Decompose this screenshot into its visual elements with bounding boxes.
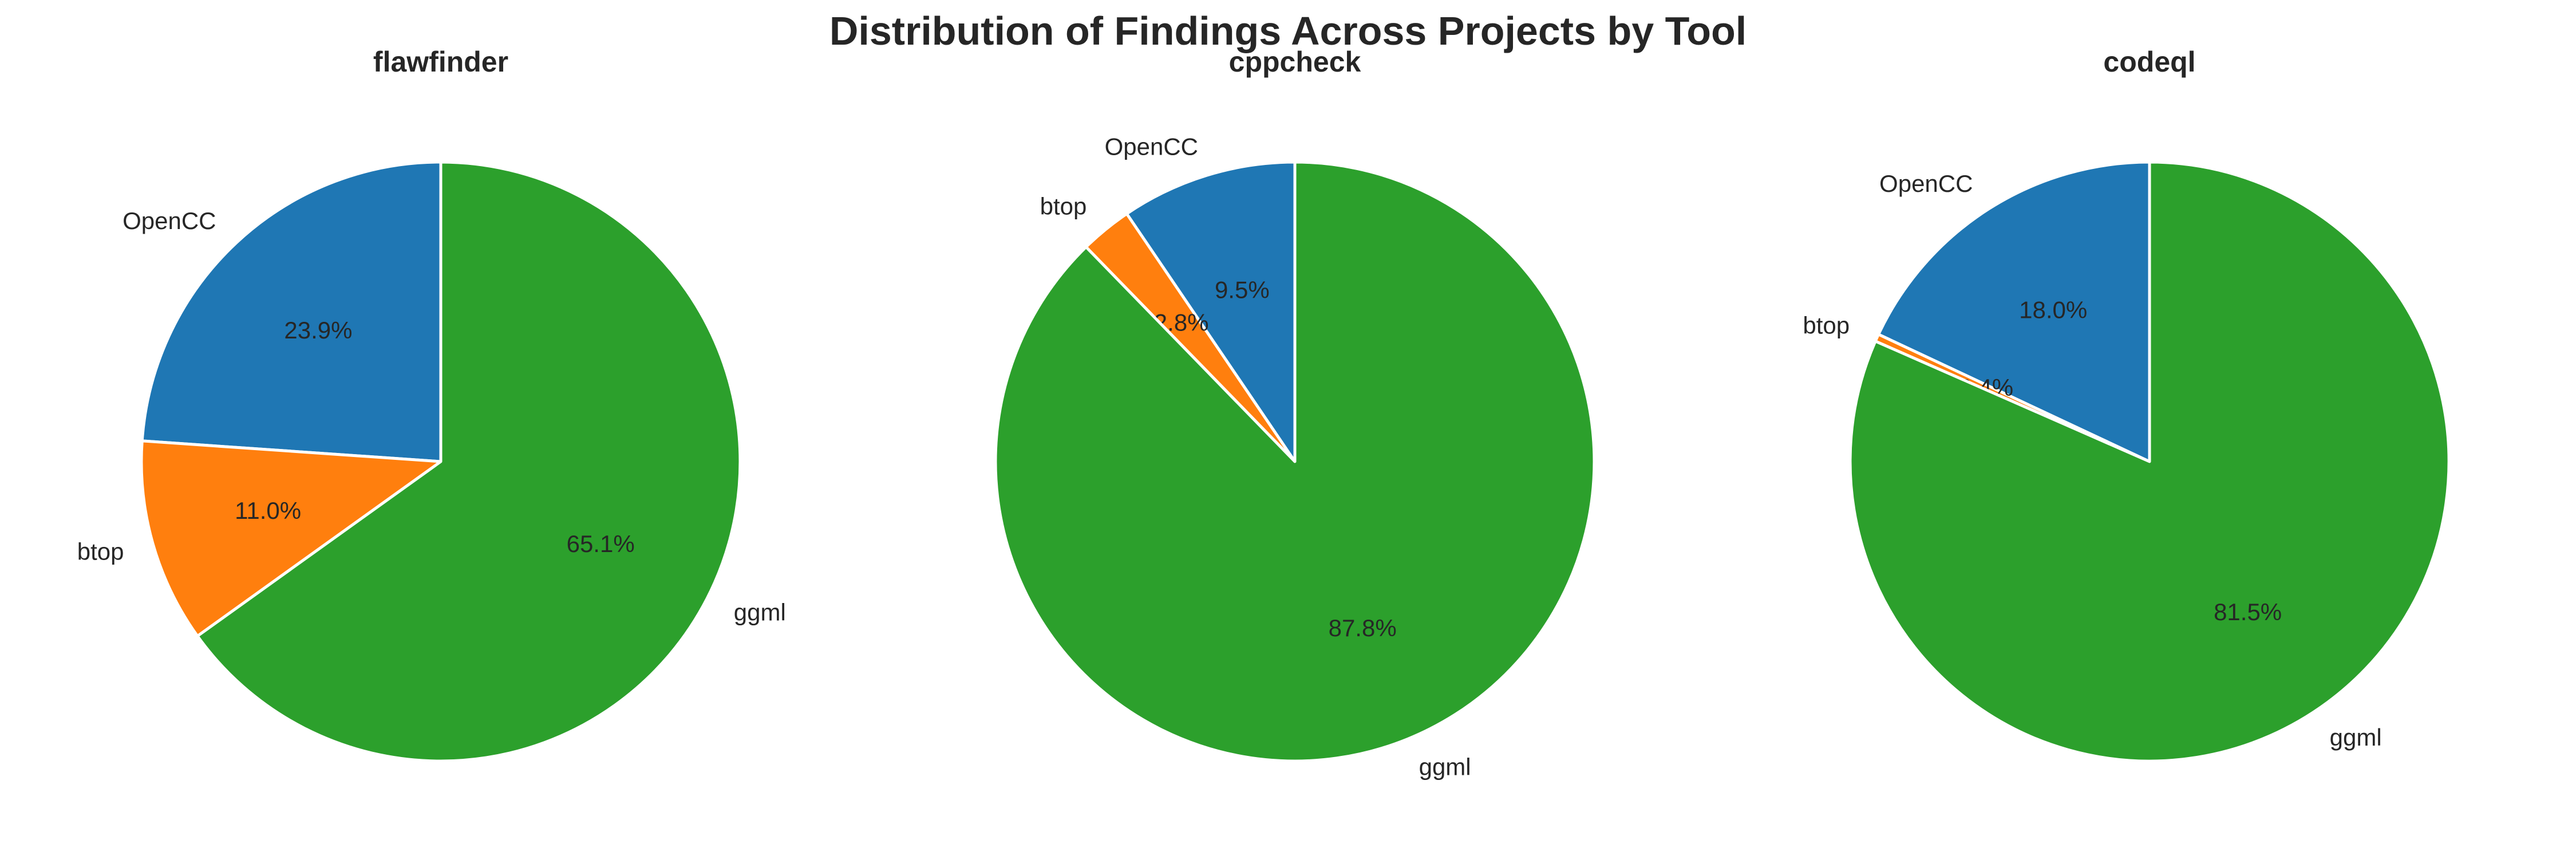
pie-slice-ggml xyxy=(196,160,742,763)
slice-category-label: ggml xyxy=(1419,753,1471,780)
slice-category-label: btop xyxy=(77,538,124,565)
slice-category-label: OpenCC xyxy=(1105,133,1198,160)
slice-category-label: OpenCC xyxy=(1879,170,1973,197)
chart-title: cppcheck xyxy=(1229,46,1361,78)
pie-slice-OpenCC xyxy=(1125,160,1297,463)
slice-value-label: 9.5% xyxy=(1215,277,1270,304)
slice-value-label: 23.9% xyxy=(284,317,352,344)
pie-chart-flawfinder: flawfinder OpenCC 23.9% btop 11.0% ggml 65.1% xyxy=(77,46,786,763)
pie-slice-ggml xyxy=(994,160,1596,763)
slice-category-label: btop xyxy=(1040,193,1087,220)
pie-slice-ggml xyxy=(1848,160,2451,763)
chart-title: codeql xyxy=(2103,46,2195,78)
slice-value-label: 65.1% xyxy=(567,530,635,557)
slice-category-label: ggml xyxy=(734,598,786,625)
slice-value-label: 18.0% xyxy=(2019,297,2087,324)
slice-category-label: OpenCC xyxy=(123,207,216,234)
slice-category-label: btop xyxy=(1803,312,1850,339)
chart-title: flawfinder xyxy=(373,46,508,78)
slice-category-label: ggml xyxy=(2330,724,2382,751)
slice-value-label: 11.0% xyxy=(235,497,301,524)
pie-slice-OpenCC xyxy=(1877,160,2151,463)
pie-slice-btop xyxy=(140,439,442,638)
pie-slice-OpenCC xyxy=(140,160,442,463)
slice-value-label: 81.5% xyxy=(2214,598,2282,625)
page-title: Distribution of Findings Across Projects… xyxy=(829,9,1747,53)
slice-value-label: 87.8% xyxy=(1329,614,1397,641)
